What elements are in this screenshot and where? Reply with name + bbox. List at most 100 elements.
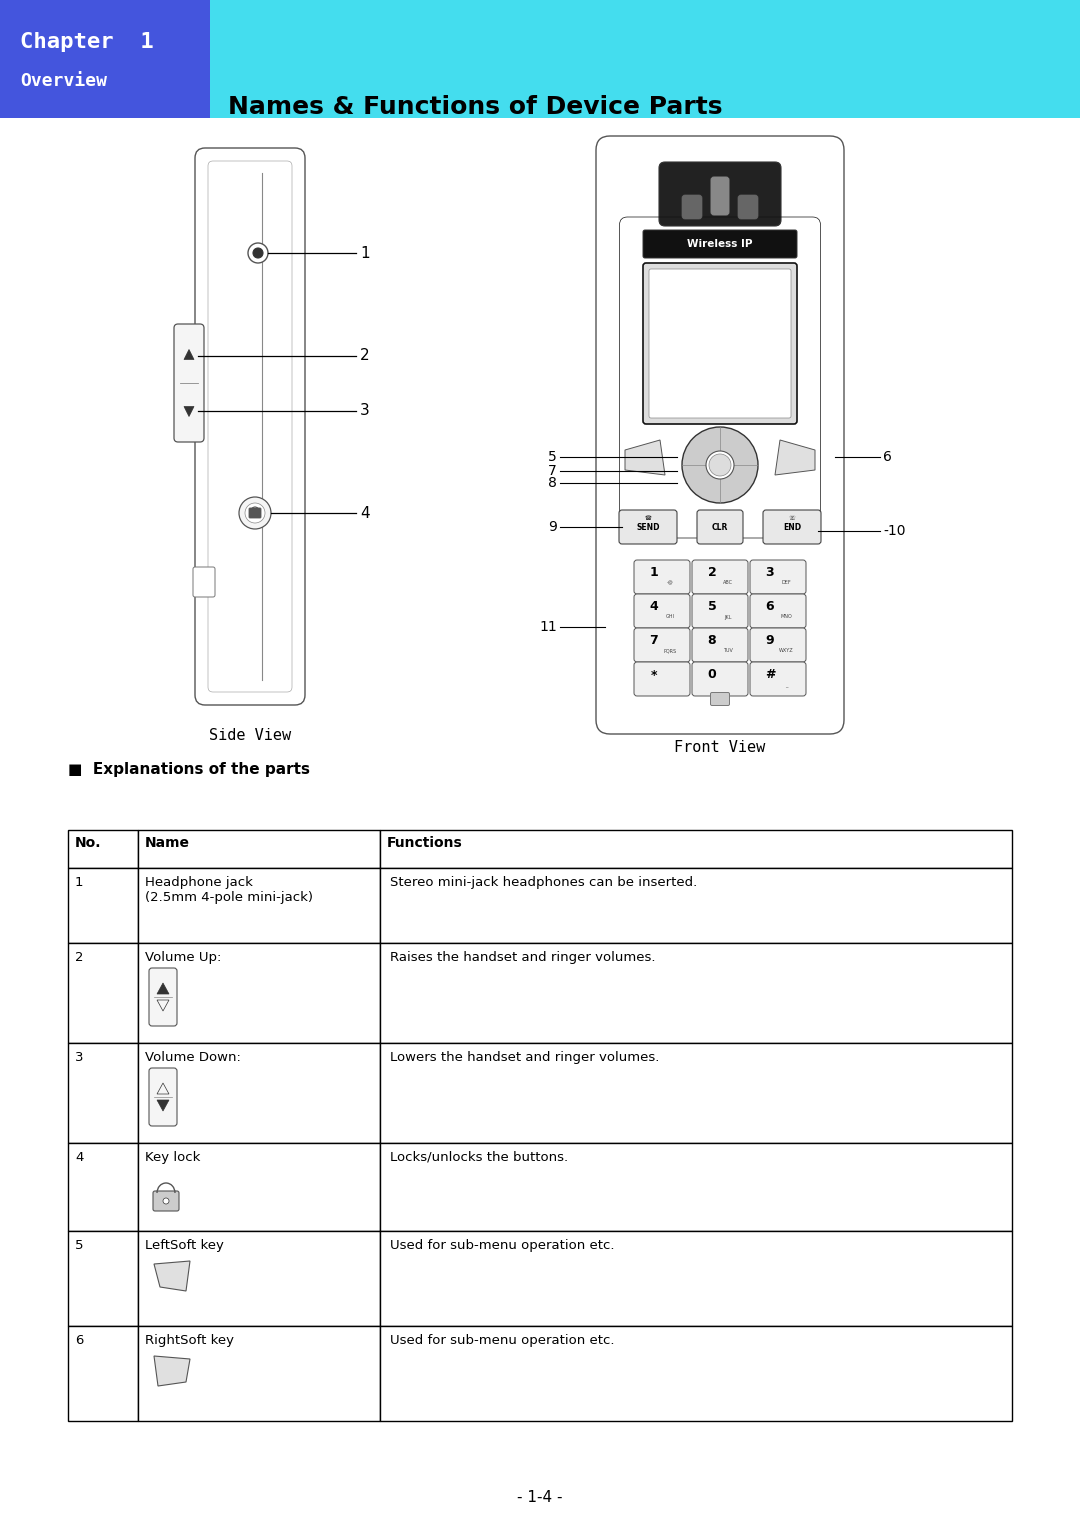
FancyBboxPatch shape — [634, 663, 690, 696]
Text: 5: 5 — [75, 1238, 83, 1252]
Text: Ω: Ω — [255, 250, 260, 257]
Text: DEF: DEF — [781, 580, 791, 585]
Circle shape — [253, 247, 264, 258]
Bar — [138, 1231, 380, 1325]
Text: 6: 6 — [766, 600, 774, 614]
FancyBboxPatch shape — [762, 510, 821, 544]
FancyBboxPatch shape — [659, 162, 781, 226]
FancyBboxPatch shape — [692, 594, 748, 628]
Bar — [380, 944, 1012, 1043]
Text: Lowers the handset and ringer volumes.: Lowers the handset and ringer volumes. — [390, 1051, 660, 1064]
FancyBboxPatch shape — [619, 510, 677, 544]
Bar — [138, 1043, 380, 1144]
Text: RightSoft key: RightSoft key — [145, 1335, 234, 1347]
FancyBboxPatch shape — [149, 1067, 177, 1125]
Text: 4: 4 — [360, 505, 369, 521]
Text: ☏: ☏ — [788, 516, 796, 522]
Text: - 1-4 -: - 1-4 - — [517, 1490, 563, 1506]
Bar — [138, 1144, 380, 1231]
Bar — [380, 1144, 1012, 1231]
Text: Front View: Front View — [674, 741, 766, 754]
Bar — [380, 1043, 1012, 1144]
Polygon shape — [154, 1356, 190, 1387]
Text: MNO: MNO — [780, 614, 792, 620]
Text: 1: 1 — [650, 567, 659, 580]
Text: 6: 6 — [883, 450, 892, 464]
Text: JKL: JKL — [725, 614, 732, 620]
Polygon shape — [184, 406, 194, 417]
Bar — [68, 1325, 138, 1422]
Text: Name: Name — [145, 835, 190, 851]
Text: 7: 7 — [650, 635, 659, 647]
FancyBboxPatch shape — [195, 148, 305, 705]
FancyBboxPatch shape — [750, 560, 806, 594]
Bar — [380, 867, 1012, 944]
Bar — [68, 867, 138, 944]
Text: 3: 3 — [75, 1051, 83, 1064]
Text: -10: -10 — [883, 524, 905, 538]
Text: SEND: SEND — [636, 522, 660, 531]
FancyBboxPatch shape — [249, 508, 261, 518]
FancyBboxPatch shape — [174, 324, 204, 441]
Circle shape — [245, 502, 265, 524]
FancyBboxPatch shape — [711, 693, 729, 705]
Text: Volume Up:: Volume Up: — [145, 951, 221, 964]
FancyBboxPatch shape — [634, 560, 690, 594]
FancyBboxPatch shape — [750, 594, 806, 628]
Text: Raises the handset and ringer volumes.: Raises the handset and ringer volumes. — [390, 951, 656, 964]
Bar — [68, 831, 138, 867]
FancyBboxPatch shape — [697, 510, 743, 544]
Text: -@: -@ — [666, 580, 673, 585]
Text: 6: 6 — [75, 1335, 83, 1347]
Text: 1: 1 — [75, 876, 83, 889]
Text: #: # — [765, 669, 775, 681]
Text: Side View: Side View — [208, 728, 292, 744]
Text: LeftSoft key: LeftSoft key — [145, 1238, 224, 1252]
Text: ■  Explanations of the parts: ■ Explanations of the parts — [68, 762, 310, 777]
Text: 4: 4 — [650, 600, 659, 614]
Text: Used for sub-menu operation etc.: Used for sub-menu operation etc. — [390, 1335, 615, 1347]
Polygon shape — [157, 1083, 168, 1093]
Text: 2: 2 — [360, 348, 369, 363]
FancyBboxPatch shape — [711, 177, 729, 215]
FancyBboxPatch shape — [750, 663, 806, 696]
Bar — [68, 944, 138, 1043]
FancyBboxPatch shape — [149, 968, 177, 1026]
Bar — [0, 0, 210, 118]
Bar — [138, 1325, 380, 1422]
Polygon shape — [775, 440, 815, 475]
Polygon shape — [184, 350, 194, 359]
Text: Names & Functions of Device Parts: Names & Functions of Device Parts — [228, 95, 723, 119]
Text: Wireless IP: Wireless IP — [687, 240, 753, 249]
FancyBboxPatch shape — [596, 136, 843, 734]
Text: 7: 7 — [549, 464, 557, 478]
Bar — [138, 944, 380, 1043]
Text: 2: 2 — [75, 951, 83, 964]
Bar — [380, 1231, 1012, 1325]
Text: Functions: Functions — [387, 835, 462, 851]
Text: 5: 5 — [707, 600, 716, 614]
Text: Stereo mini-jack headphones can be inserted.: Stereo mini-jack headphones can be inser… — [390, 876, 698, 889]
FancyBboxPatch shape — [634, 594, 690, 628]
FancyBboxPatch shape — [634, 628, 690, 663]
Text: Chapter  1: Chapter 1 — [21, 32, 153, 52]
Bar — [68, 1043, 138, 1144]
Bar — [210, 0, 1080, 118]
Bar — [138, 867, 380, 944]
Text: Key lock: Key lock — [145, 1151, 201, 1164]
Text: 0: 0 — [707, 669, 716, 681]
Text: ☎: ☎ — [645, 516, 651, 522]
Text: WXYZ: WXYZ — [779, 649, 794, 654]
FancyBboxPatch shape — [649, 269, 791, 418]
Text: END: END — [783, 522, 801, 531]
Text: 3: 3 — [360, 403, 369, 418]
Text: 2: 2 — [707, 567, 716, 580]
FancyBboxPatch shape — [692, 628, 748, 663]
Text: 9: 9 — [766, 635, 774, 647]
Polygon shape — [625, 440, 665, 475]
Circle shape — [708, 454, 731, 476]
Text: CLR: CLR — [712, 522, 728, 531]
Bar — [138, 831, 380, 867]
Text: 3: 3 — [766, 567, 774, 580]
Text: GHI: GHI — [665, 614, 675, 620]
